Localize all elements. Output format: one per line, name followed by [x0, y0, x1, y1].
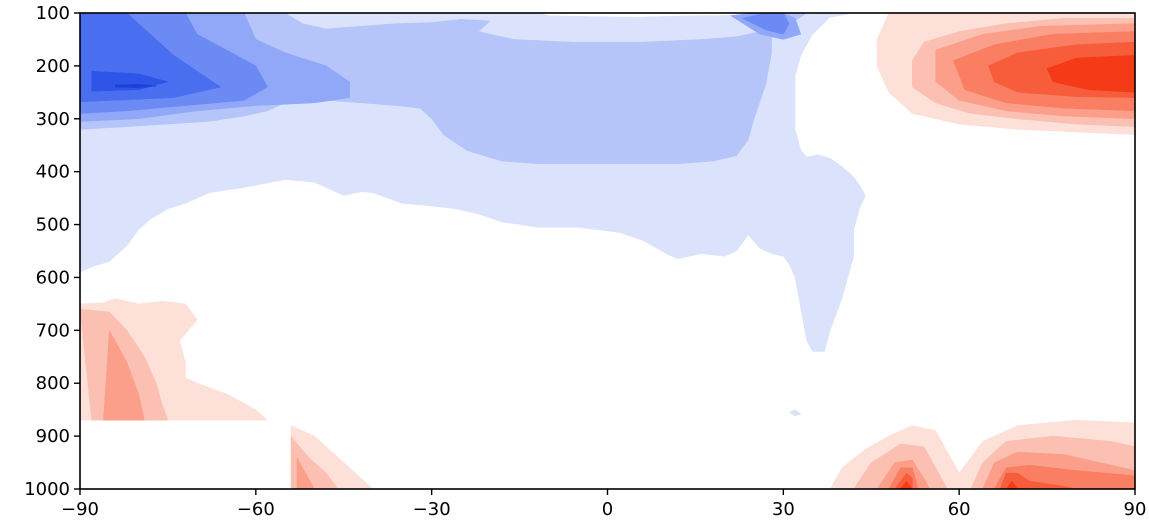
x-tick-label: −90 — [61, 499, 99, 520]
x-tick-label: 30 — [772, 499, 795, 520]
x-tick-label: 90 — [1124, 499, 1147, 520]
contour-region-positive-level-3 — [103, 329, 145, 421]
contour-region-negative-level-1 — [788, 409, 802, 417]
y-tick-label: 400 — [36, 162, 70, 183]
y-tick-label: 800 — [36, 373, 70, 394]
x-tick-label: 0 — [602, 499, 613, 520]
y-axis: 100 200 300 400 500 600 700 800 900 1000 — [24, 3, 80, 500]
x-tick-label: −30 — [413, 499, 451, 520]
y-tick-label: 900 — [36, 426, 70, 447]
y-tick-label: 600 — [36, 267, 70, 288]
y-tick-label: 300 — [36, 109, 70, 130]
x-tick-label: −60 — [237, 499, 275, 520]
contour-regions — [79, 12, 1136, 490]
y-tick-label: 100 — [36, 3, 70, 24]
y-tick-label: 200 — [36, 56, 70, 77]
x-tick-label: 60 — [948, 499, 971, 520]
y-tick-label: 700 — [36, 320, 70, 341]
x-axis: −90 −60 −30 0 30 60 90 — [61, 489, 1146, 520]
y-tick-label: 1000 — [24, 479, 70, 500]
contour-region-negative-level-7 — [114, 84, 157, 88]
y-tick-label: 500 — [36, 215, 70, 236]
